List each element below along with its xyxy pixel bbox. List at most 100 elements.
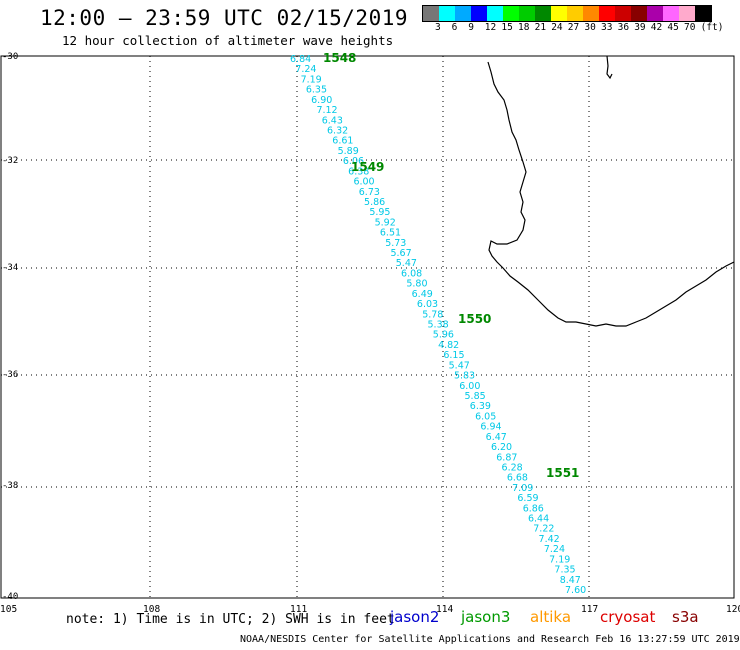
swh-value-label: 6.15: [443, 350, 464, 361]
swh-value-label: 6.00: [353, 177, 374, 188]
scale-swatch: [567, 6, 583, 21]
scale-swatch: [695, 6, 711, 21]
longitude-tick-label: 105: [0, 604, 18, 615]
swh-value-label: 7.35: [554, 565, 575, 576]
swh-value-label: 7.12: [316, 105, 337, 116]
satellite-name-cryosat: cryosat: [600, 608, 656, 626]
scale-label: 21: [534, 22, 547, 33]
longitude-tick-label: 111: [290, 604, 308, 615]
scale-label: 15: [501, 22, 513, 33]
scale-swatch: [647, 6, 663, 21]
longitude-tick-label: 108: [143, 604, 161, 615]
swh-value-label: 5.78: [422, 309, 443, 320]
scale-swatch: [455, 6, 471, 21]
scale-swatch: [551, 6, 567, 21]
swh-value-label: 5.47: [449, 360, 470, 371]
swh-value-label: 7.24: [295, 64, 316, 75]
swh-value-label: 5.80: [406, 279, 427, 290]
track-time-labels: 1548 1549 1550 1551: [323, 51, 579, 480]
swh-value-label: 7.22: [533, 524, 554, 535]
scale-swatch: [487, 6, 503, 21]
scale-swatch: [535, 6, 551, 21]
page-title: 12:00 – 23:59 UTC 02/15/2019: [40, 6, 409, 30]
swh-value-label: 6.06: [343, 156, 364, 167]
scale-label: (ft): [700, 22, 724, 33]
swh-value-label: 6.51: [380, 228, 401, 239]
swh-value-label: 6.28: [502, 462, 523, 473]
page-subtitle: 12 hour collection of altimeter wave hei…: [62, 33, 394, 48]
swh-value-label: 5.95: [369, 207, 390, 218]
swh-value-label: 7.24: [544, 544, 565, 555]
units-note: note: 1) Time is in UTC; 2) SWH is in fe…: [66, 612, 395, 627]
longitude-tick-label: 117: [581, 604, 599, 615]
scale-swatch: [631, 6, 647, 21]
swh-value-label: 6.84: [290, 54, 311, 65]
scale-swatch: [663, 6, 679, 21]
swh-value-label: 6.39: [470, 401, 491, 412]
credit-line: NOAA/NESDIS Center for Satellite Applica…: [240, 634, 740, 645]
australia-coastline: [487, 61, 735, 327]
swh-value-label: 6.00: [459, 381, 480, 392]
latitude-tick-label: -30: [2, 52, 19, 62]
satellite-track: 6.847.247.196.356.907.126.436.326.615.89…: [290, 54, 586, 596]
scale-swatch: [583, 6, 599, 21]
swh-value-label: 4.82: [438, 340, 459, 351]
swh-value-label: 6.05: [475, 411, 496, 422]
scale-label: 9: [468, 22, 474, 33]
scale-label: 30: [584, 22, 596, 33]
swh-value-label: 6.38: [348, 166, 369, 177]
swh-value-label: 6.86: [523, 503, 544, 514]
swh-value-label: 5.89: [338, 146, 359, 157]
scale-label: 18: [518, 22, 530, 33]
scale-label: 24: [551, 22, 563, 33]
swh-value-label: 6.90: [311, 95, 332, 106]
swh-value-label: 7.19: [549, 554, 570, 565]
scale-label: 39: [634, 22, 646, 33]
swh-value-label: 7.09: [512, 483, 533, 494]
swh-value-label: 5.38: [428, 320, 449, 331]
swh-value-label: 6.44: [528, 514, 549, 525]
scale-swatch: [615, 6, 631, 21]
scale-swatch: [679, 6, 695, 21]
swh-value-label: 7.60: [565, 585, 586, 596]
latitude-tick-label: -40: [2, 592, 19, 602]
scale-label: 42: [650, 22, 663, 33]
map-frame: [0, 55, 735, 599]
latitude-tick-label: -34: [2, 263, 19, 273]
pass-time-label: 1549: [351, 160, 384, 174]
latitude-tick-label: -32: [2, 156, 19, 166]
longitude-tick-label: 114: [436, 604, 454, 615]
scale-label: 12: [484, 22, 497, 33]
swh-value-label: 5.67: [390, 248, 411, 259]
swh-value-label: 6.08: [401, 268, 422, 279]
swh-value-label: 5.83: [454, 371, 475, 382]
swh-value-label: 5.73: [385, 238, 406, 249]
swh-value-label: 6.87: [496, 452, 517, 463]
latitude-tick-label: -36: [2, 370, 19, 380]
longitude-tick-label: 120: [726, 604, 740, 615]
swh-value-label: 6.35: [306, 85, 327, 96]
swh-value-label: 6.43: [322, 115, 343, 126]
swh-value-label: 5.85: [465, 391, 486, 402]
scale-label: 70: [684, 22, 696, 33]
swh-value-label: 6.94: [480, 422, 501, 433]
scale-label: 6: [451, 22, 458, 33]
swh-value-label: 6.68: [507, 473, 528, 484]
swh-value-label: 5.96: [433, 330, 454, 341]
swh-value-label: 7.42: [539, 534, 560, 545]
color-scale: [422, 5, 712, 22]
scale-swatch: [519, 6, 535, 21]
scale-swatch: [599, 6, 615, 21]
scale-swatch: [423, 6, 439, 21]
scale-label: 33: [601, 22, 613, 33]
pass-time-label: 1551: [546, 466, 579, 480]
pass-time-label: 1548: [323, 51, 356, 65]
scale-swatch: [439, 6, 455, 21]
satellite-name-jason2: jason2: [390, 608, 440, 626]
island-outline: [606, 55, 613, 80]
scale-swatch: [471, 6, 487, 21]
swh-value-label: 6.49: [412, 289, 433, 300]
scale-label: 3: [435, 22, 441, 33]
swh-value-label: 6.47: [486, 432, 507, 443]
